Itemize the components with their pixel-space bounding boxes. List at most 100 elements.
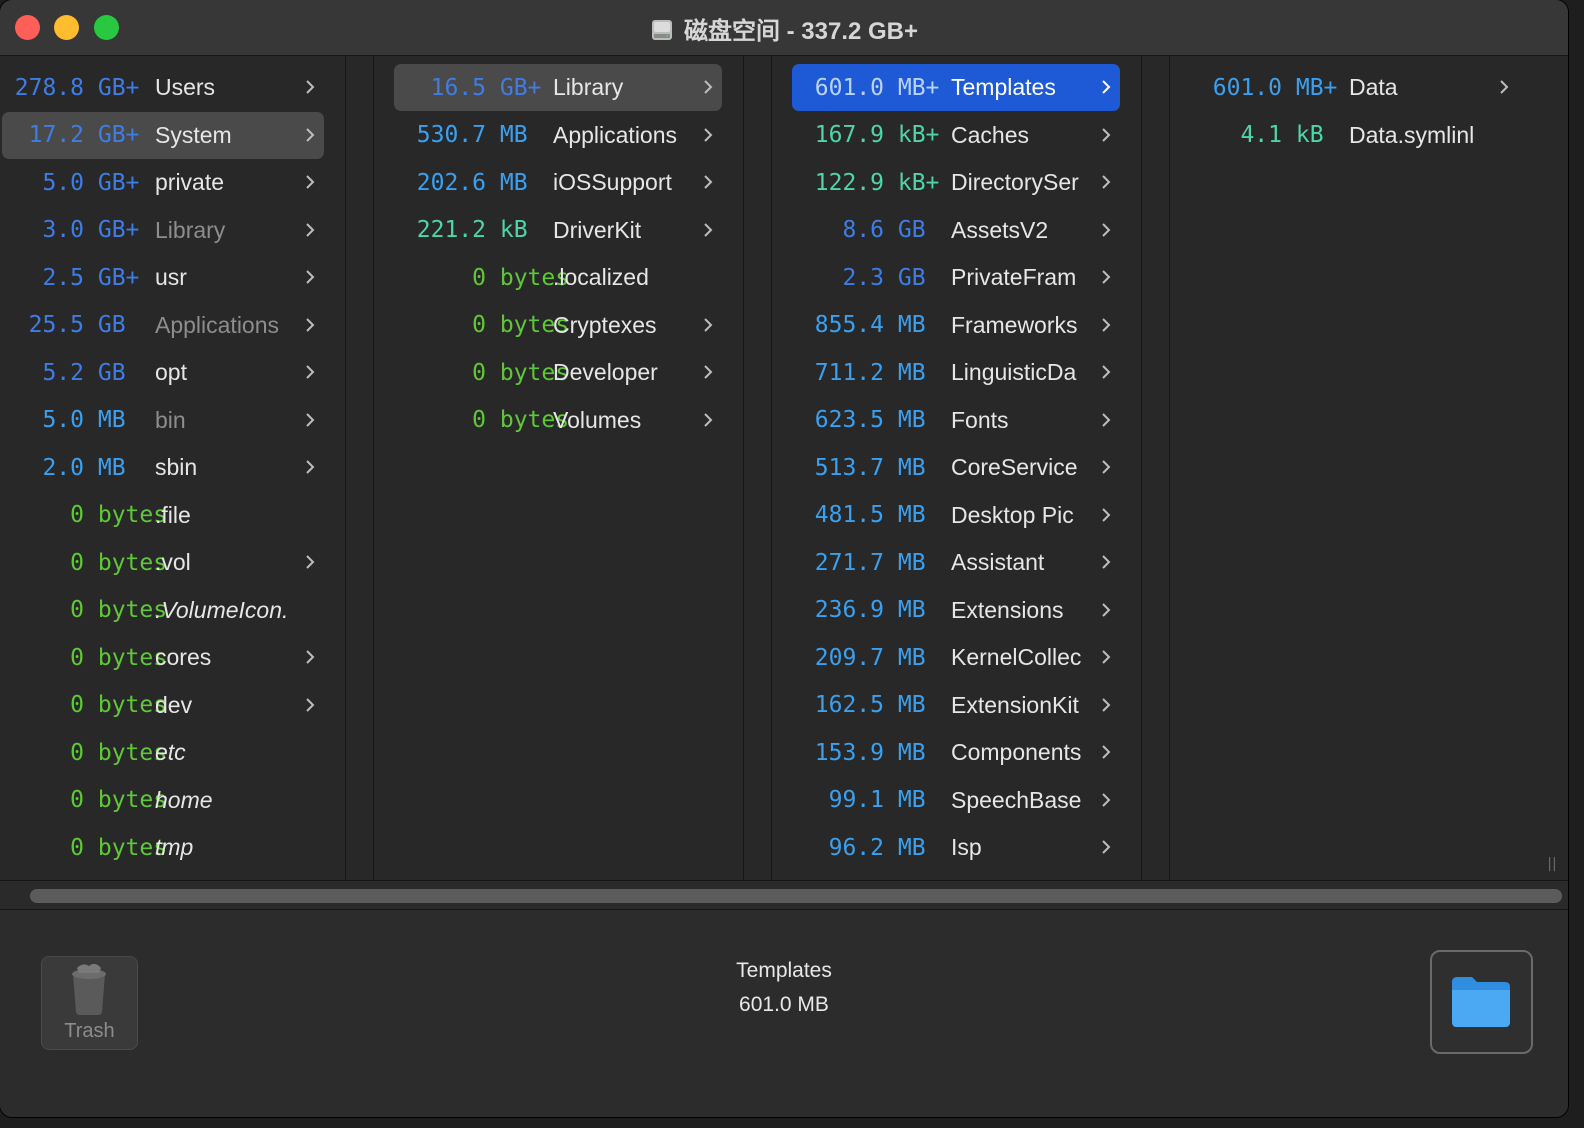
list-item[interactable]: 5.0 MB bin <box>0 397 345 444</box>
trash-button[interactable]: Trash <box>41 956 138 1050</box>
chevron-right-icon[interactable] <box>1099 317 1113 332</box>
list-item[interactable]: 236.9 MB Extensions <box>772 587 1141 634</box>
chevron-right-icon[interactable] <box>1099 840 1113 854</box>
chevron-right-icon[interactable] <box>1099 80 1113 94</box>
list-item[interactable]: 0 bytes dev <box>0 682 345 729</box>
chevron-right-icon[interactable] <box>1099 650 1113 664</box>
list-item[interactable]: 17.2 GB+ System <box>0 111 345 159</box>
chevron-right-icon[interactable] <box>303 222 317 237</box>
chevron-right-icon[interactable] <box>1099 365 1113 379</box>
list-item[interactable]: 0 bytes tmp <box>0 824 345 871</box>
list-item[interactable]: 5.0 GB+ private <box>0 159 345 206</box>
chevron-right-icon[interactable] <box>303 555 317 569</box>
list-item[interactable]: 202.6 MB iOSSupport <box>374 159 743 206</box>
list-item[interactable]: 2.3 GB PrivateFram <box>772 254 1141 301</box>
list-item[interactable]: 0 bytes cores <box>0 634 345 681</box>
list-item[interactable]: 8.6 GB AssetsV2 <box>772 207 1141 254</box>
chevron-right-icon[interactable] <box>303 650 317 664</box>
chevron-right-icon[interactable] <box>701 80 715 94</box>
list-item[interactable]: 0 bytes etc <box>0 729 345 776</box>
list-item[interactable]: 25.5 GB Applications <box>0 302 345 349</box>
chevron-right-icon[interactable] <box>701 412 715 427</box>
chevron-right-icon[interactable] <box>701 365 715 379</box>
list-item[interactable]: 122.9 kB+ DirectorySer <box>772 159 1141 206</box>
list-item[interactable]: 0 bytes home <box>0 777 345 824</box>
item-size-value: 0 <box>472 407 486 433</box>
chevron-right-icon[interactable] <box>701 127 715 142</box>
item-name: dev <box>155 691 193 718</box>
chevron-right-icon[interactable] <box>1099 412 1113 427</box>
list-item[interactable]: 153.9 MB Components <box>772 729 1141 776</box>
chevron-right-icon[interactable] <box>303 175 317 189</box>
chevron-right-icon[interactable] <box>303 80 317 94</box>
list-item[interactable]: 0 bytes .file <box>0 492 345 539</box>
item-size: 0 bytes <box>374 360 569 386</box>
horizontal-scroll-thumb[interactable] <box>30 889 1562 903</box>
list-item[interactable]: 0 bytes Volumes <box>374 397 743 444</box>
chevron-right-icon[interactable] <box>1099 507 1113 522</box>
list-item[interactable]: 623.5 MB Fonts <box>772 397 1141 444</box>
list-item[interactable]: 3.0 GB+ Library <box>0 207 345 254</box>
list-item[interactable]: 711.2 MB LinguisticDa <box>772 349 1141 396</box>
list-item[interactable]: 481.5 MB Desktop Pic <box>772 492 1141 539</box>
list-item[interactable]: 0 bytes Developer <box>374 349 743 396</box>
reveal-folder-button[interactable] <box>1430 950 1533 1054</box>
chevron-right-icon[interactable] <box>1099 792 1113 807</box>
item-size-unit: bytes <box>84 597 168 623</box>
chevron-right-icon[interactable] <box>303 412 317 427</box>
chevron-right-icon[interactable] <box>303 317 317 332</box>
item-size: 623.5 MB <box>772 407 926 433</box>
list-item[interactable]: 167.9 kB+ Caches <box>772 112 1141 159</box>
chevron-right-icon[interactable] <box>1099 602 1113 617</box>
chevron-right-icon[interactable] <box>1099 270 1113 284</box>
chevron-right-icon[interactable] <box>303 270 317 284</box>
close-window-button[interactable] <box>15 15 40 40</box>
list-item[interactable]: 5.2 GB opt <box>0 349 345 396</box>
horizontal-scrollbar[interactable] <box>0 880 1568 909</box>
list-item[interactable]: 601.0 MB+ Templates <box>772 64 1141 111</box>
list-item[interactable]: 513.7 MB CoreService <box>772 444 1141 491</box>
chevron-right-icon[interactable] <box>303 365 317 379</box>
list-item[interactable]: 99.1 MB SpeechBase <box>772 777 1141 824</box>
item-name: Developer <box>553 359 658 385</box>
column-resize-handle[interactable]: || <box>1547 856 1557 872</box>
chevron-right-icon[interactable] <box>1099 697 1113 712</box>
list-item[interactable]: 855.4 MB Frameworks <box>772 302 1141 349</box>
zoom-window-button[interactable] <box>94 15 119 40</box>
list-item[interactable]: 162.5 MB ExtensionKit <box>772 682 1141 729</box>
chevron-right-icon[interactable] <box>1497 80 1511 94</box>
chevron-right-icon[interactable] <box>701 175 715 189</box>
item-name: .vol <box>155 549 191 575</box>
chevron-right-icon[interactable] <box>303 697 317 712</box>
list-item[interactable]: 0 bytes .vol <box>0 539 345 586</box>
list-item[interactable]: 530.7 MB Applications <box>374 112 743 159</box>
chevron-right-icon[interactable] <box>701 317 715 332</box>
list-item[interactable]: 96.2 MB Isp <box>772 824 1141 871</box>
list-item[interactable]: 209.7 MB KernelCollec <box>772 634 1141 681</box>
list-item[interactable]: 271.7 MB Assistant <box>772 539 1141 586</box>
item-size-unit: bytes <box>486 359 570 386</box>
chevron-right-icon[interactable] <box>1099 745 1113 759</box>
list-item[interactable]: 0 bytes Cryptexes <box>374 302 743 349</box>
list-item[interactable]: 0 bytes .VolumeIcon. <box>0 587 345 634</box>
list-item[interactable]: 4.1 kB Data.symlinl <box>1170 112 1568 159</box>
chevron-right-icon[interactable] <box>303 127 317 142</box>
item-size-unit: bytes <box>84 739 168 766</box>
chevron-right-icon[interactable] <box>1099 460 1113 474</box>
chevron-right-icon[interactable] <box>701 222 715 237</box>
list-item[interactable]: 601.0 MB+ Data <box>1170 64 1568 111</box>
list-item[interactable]: 0 bytes .localized <box>374 254 743 301</box>
chevron-right-icon[interactable] <box>1099 175 1113 189</box>
minimize-window-button[interactable] <box>54 15 79 40</box>
list-item[interactable]: 2.5 GB+ usr <box>0 254 345 301</box>
trash-label: Trash <box>64 1020 115 1042</box>
list-item[interactable]: 2.0 MB sbin <box>0 444 345 491</box>
chevron-right-icon[interactable] <box>1099 222 1113 237</box>
list-item[interactable]: 221.2 kB DriverKit <box>374 207 743 254</box>
chevron-right-icon[interactable] <box>303 460 317 474</box>
list-item[interactable]: 16.5 GB+ Library <box>374 64 743 111</box>
chevron-right-icon[interactable] <box>1099 127 1113 142</box>
list-item[interactable]: 278.8 GB+ Users <box>0 64 345 111</box>
chevron-right-icon[interactable] <box>1099 555 1113 569</box>
